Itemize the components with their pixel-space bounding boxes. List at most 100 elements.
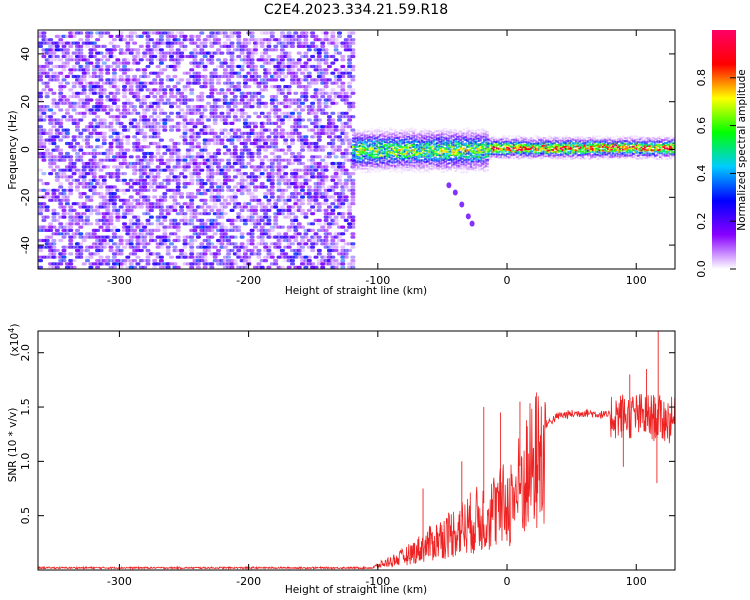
heatmap-cell [269,228,275,232]
heatmap-cell [152,118,158,122]
heatmap-cell [279,118,285,122]
heatmap-cell [101,81,107,85]
heatmap-cell [111,242,117,246]
heatmap-cell [236,71,242,75]
heatmap-cell [212,101,218,105]
heatmap-cell [212,155,218,159]
heatmap-cell [179,205,185,209]
heatmap-cell [296,265,302,269]
heatmap-cell [209,178,215,182]
heatmap-cell [61,228,67,232]
heatmap-cell [350,105,356,109]
heatmap-cell [145,108,151,112]
heatmap-cell [209,242,215,246]
heatmap-cell [175,125,181,129]
heatmap-cell [185,165,191,169]
heatmap-cell [269,255,275,259]
heatmap-cell [165,161,171,166]
heatmap-cell [158,85,164,89]
heatmap-cell [239,108,245,112]
heatmap-cell [132,118,138,122]
heatmap-cell [313,242,319,246]
heatmap-cell [98,121,104,125]
heatmap-cell [368,171,372,174]
heatmap-cell [340,88,346,92]
heatmap-cell [253,51,258,55]
heatmap-cell [419,133,422,135]
heatmap-cell [128,121,134,125]
heatmap-cell [158,182,164,186]
heatmap-cell [182,95,188,99]
heatmap-cell [152,121,158,125]
heatmap-cell [101,121,107,125]
heatmap-cell [246,255,252,259]
heatmap-cell [212,245,218,249]
heatmap-cell [323,34,329,38]
heatmap-cell [199,95,205,99]
heatmap-cell [269,195,275,199]
heatmap-cell [222,58,228,62]
heatmap-cell [195,235,201,239]
heatmap-cell [232,111,238,115]
heatmap-cell [246,85,252,89]
heatmap-cell [242,252,248,256]
heatmap-cell [61,172,67,176]
heatmap-cell [75,188,80,192]
heatmap-cell [75,95,80,99]
heatmap-cell [75,151,80,156]
heatmap-cell [88,182,94,186]
heatmap-cell [273,205,279,209]
heatmap-cell [135,138,141,142]
heatmap-cell [320,148,326,152]
heatmap-cell [78,54,84,59]
heatmap-cell [95,44,101,48]
heatmap-cell [343,185,349,189]
heatmap-cell [105,68,111,72]
heatmap-cell [316,51,322,55]
heatmap-cell [95,222,101,226]
heatmap-cell [165,265,171,269]
heatmap-cell [152,265,158,269]
heatmap-cell [122,222,127,226]
heatmap-cell [142,138,148,142]
heatmap-cell [51,168,57,172]
heatmap-cell [108,151,114,156]
heatmap-cell [253,95,258,99]
heatmap-cell [155,245,161,249]
heatmap-cell [350,265,356,269]
heatmap-cell [350,51,356,55]
heatmap-cell [122,85,127,89]
heatmap-cell [148,58,154,62]
heatmap-cell [152,111,158,115]
heatmap-cell [61,225,67,229]
heatmap-cell [148,51,154,55]
heatmap-cell [192,54,198,59]
heatmap-cell [256,155,262,159]
heatmap-cell [105,188,111,192]
heatmap-cell [145,145,151,149]
heatmap-cell [182,235,188,239]
heatmap-cell [169,168,174,172]
heatmap-cell [279,48,285,52]
heatmap-cell [195,255,201,259]
heatmap-cell [209,115,215,119]
heatmap-cell [266,111,272,115]
heatmap-cell [290,58,295,62]
heatmap-cell [81,175,87,179]
heatmap-cell [219,188,225,192]
heatmap-cell [249,242,255,246]
heatmap-cell [182,222,188,226]
heatmap-cell [303,175,309,179]
heatmap-cell [202,238,208,243]
heatmap-cell [296,81,302,85]
heatmap-cell [316,54,322,59]
heatmap-cell [152,95,158,99]
heatmap-cell [61,95,67,99]
heatmap-cell [115,218,121,222]
heatmap-cell [91,188,97,192]
heatmap-cell [343,198,349,202]
heatmap-cell [71,34,77,38]
heatmap-cell [370,152,374,155]
heatmap-cell [222,31,228,35]
heatmap-cell [189,248,195,253]
